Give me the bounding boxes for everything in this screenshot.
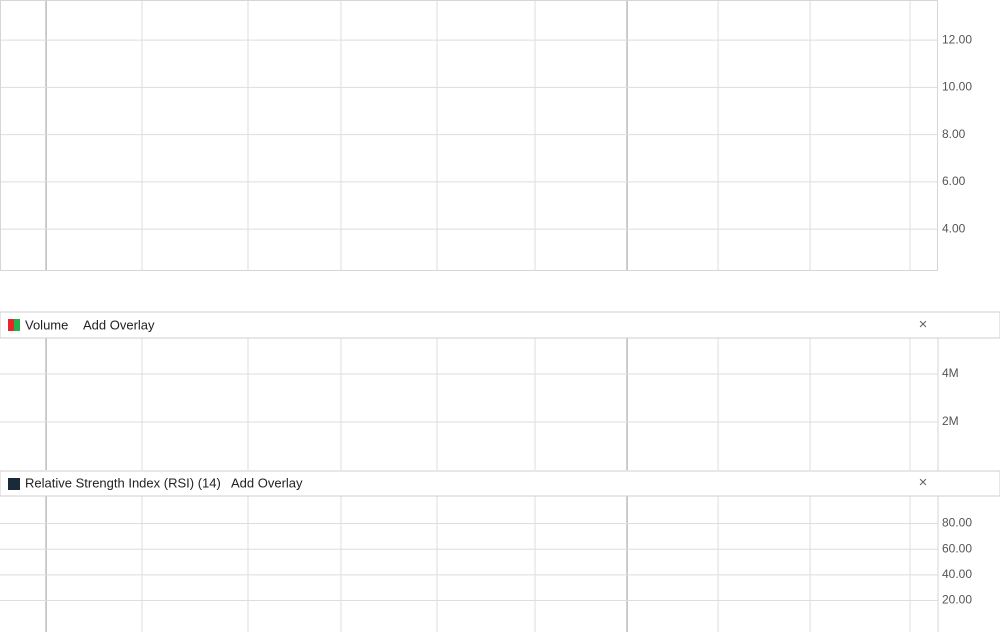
y-tick-label: 8.00 xyxy=(942,127,966,141)
close-button[interactable]: × xyxy=(919,316,928,333)
y-tick-label: 6.00 xyxy=(942,174,966,188)
y-tick-label: 4M xyxy=(942,366,959,380)
y-tick-label: 20.00 xyxy=(942,593,972,607)
volume-title: Volume xyxy=(25,317,68,332)
close-button[interactable]: × xyxy=(919,474,928,491)
add-overlay-button[interactable]: Add Overlay xyxy=(231,475,303,490)
rsi-header xyxy=(0,470,1000,497)
y-tick-label: 12.00 xyxy=(942,32,972,46)
y-tick-label: 2M xyxy=(942,414,959,428)
volume-icon-green xyxy=(14,319,20,331)
y-tick-label: 4.00 xyxy=(942,221,966,235)
y-tick-label: 40.00 xyxy=(942,567,972,581)
y-tick-label: 80.00 xyxy=(942,516,972,530)
grid: 4.00 6.00 8.00 10.00 12.00 2M 4M 20.00 40.00 60.0… xyxy=(0,0,972,632)
rsi-title: Relative Strength Index (RSI) (14) xyxy=(25,475,221,490)
y-tick-label: 60.00 xyxy=(942,541,972,555)
rsi-icon xyxy=(8,478,20,490)
price-plot-frame xyxy=(0,0,938,271)
y-tick-label: 10.00 xyxy=(942,80,972,94)
volume-icon-red xyxy=(8,319,14,331)
add-overlay-button[interactable]: Add Overlay xyxy=(83,317,155,332)
volume-header xyxy=(0,311,1000,339)
